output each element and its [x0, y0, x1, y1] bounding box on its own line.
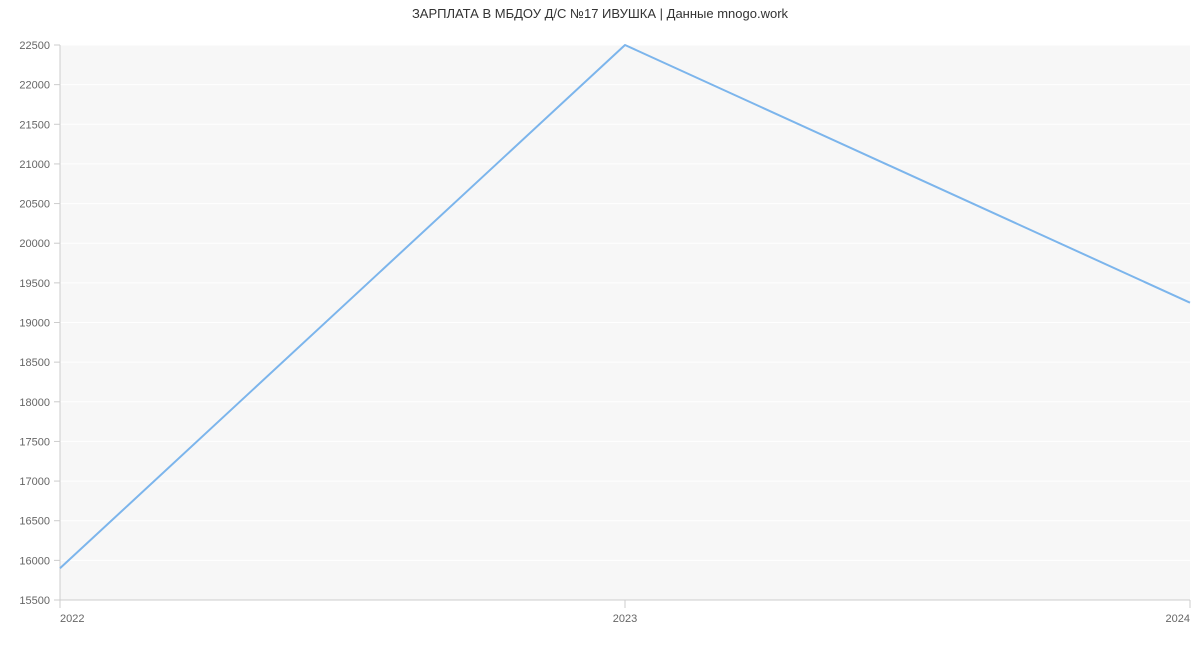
svg-text:17000: 17000 [19, 476, 50, 488]
svg-text:16000: 16000 [19, 555, 50, 567]
svg-text:19000: 19000 [19, 318, 50, 330]
svg-text:22000: 22000 [19, 80, 50, 92]
svg-text:15500: 15500 [19, 595, 50, 607]
svg-text:22500: 22500 [19, 40, 50, 52]
svg-text:20000: 20000 [19, 238, 50, 250]
svg-text:18500: 18500 [19, 357, 50, 369]
svg-text:19500: 19500 [19, 278, 50, 290]
chart-svg: 15500 16000 16500 17000 17500 18000 18500 19000… [0, 0, 1200, 650]
svg-text:18000: 18000 [19, 397, 50, 409]
line-chart: ЗАРПЛАТА В МБДОУ Д/С №17 ИВУШКА | Данные… [0, 0, 1200, 650]
svg-text:2023: 2023 [613, 613, 637, 625]
svg-text:16500: 16500 [19, 516, 50, 528]
svg-text:20500: 20500 [19, 199, 50, 211]
svg-text:17500: 17500 [19, 436, 50, 448]
svg-text:2022: 2022 [60, 613, 84, 625]
svg-text:21500: 21500 [19, 119, 50, 131]
svg-text:2024: 2024 [1166, 613, 1190, 625]
svg-text:21000: 21000 [19, 159, 50, 171]
